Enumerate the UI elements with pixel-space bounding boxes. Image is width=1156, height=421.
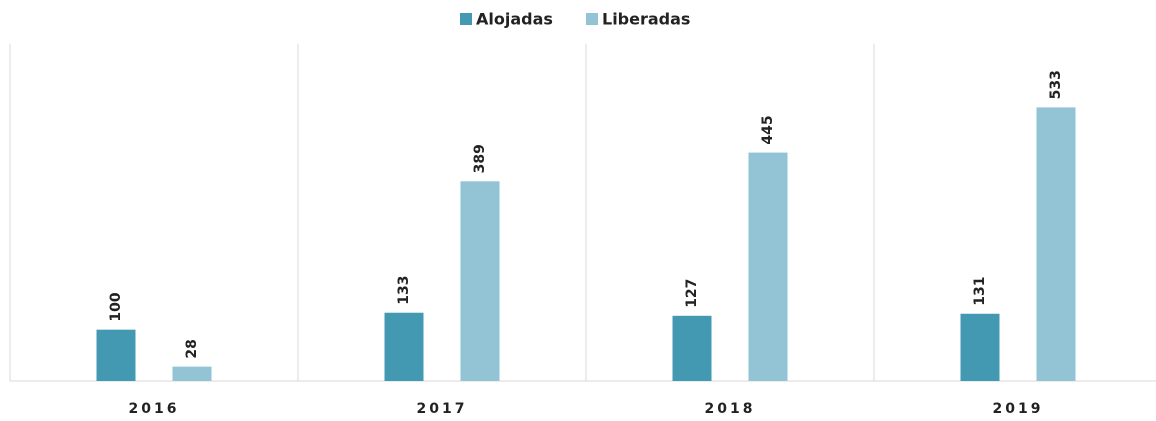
x-tick-label: 2016 xyxy=(129,401,180,417)
bar xyxy=(1036,107,1076,381)
data-label: 28 xyxy=(184,339,200,358)
bar xyxy=(460,181,500,381)
bar xyxy=(384,312,424,381)
x-tick-label: 2017 xyxy=(417,401,468,417)
data-label: 445 xyxy=(760,115,776,144)
legend-label: Alojadas xyxy=(476,10,553,29)
legend-label: Liberadas xyxy=(602,10,690,29)
bar xyxy=(960,313,1000,381)
legend-swatch xyxy=(586,13,598,25)
data-label: 100 xyxy=(108,292,124,321)
x-tick-label: 2019 xyxy=(993,401,1044,417)
data-label: 533 xyxy=(1048,70,1064,99)
data-label: 127 xyxy=(684,279,700,308)
bar xyxy=(748,152,788,381)
legend-swatch xyxy=(460,13,472,25)
bar xyxy=(172,366,212,381)
data-label: 133 xyxy=(396,275,412,304)
data-label: 389 xyxy=(472,144,488,173)
bar xyxy=(672,315,712,381)
data-label: 131 xyxy=(972,277,988,306)
x-tick-label: 2018 xyxy=(705,401,756,417)
bar xyxy=(96,329,136,381)
